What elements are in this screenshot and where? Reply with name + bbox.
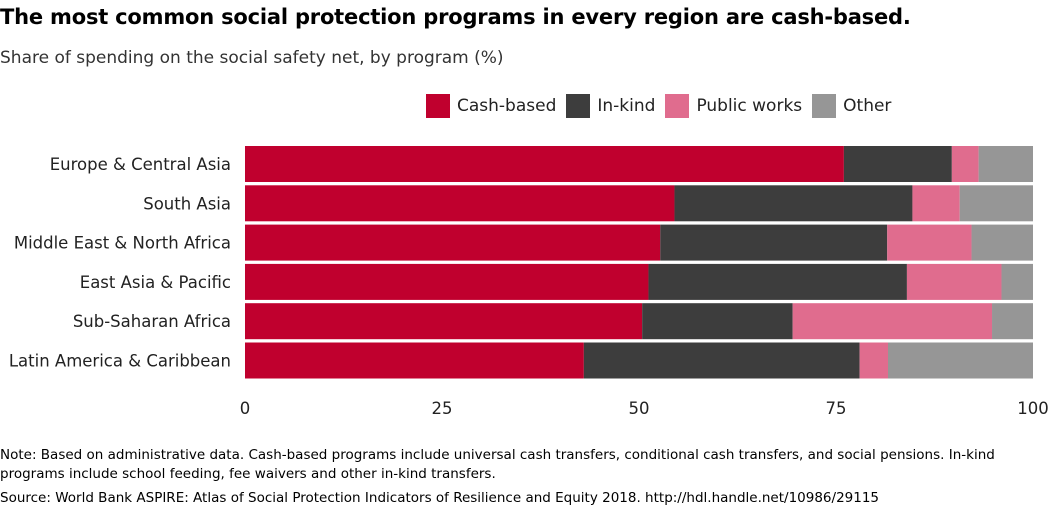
- category-label-south-asia: South Asia: [143, 194, 231, 213]
- legend-label-in-kind: In-kind: [597, 96, 656, 116]
- legend-swatch-other: [812, 94, 837, 118]
- x-tick-label-75: 75: [826, 399, 847, 418]
- bar-segment-sub-saharan-africa-cash-based: [245, 303, 643, 340]
- bar-segment-south-asia-other: [959, 185, 1033, 222]
- x-tick-label-100: 100: [1017, 399, 1049, 418]
- bar-segment-sub-saharan-africa-in-kind: [642, 303, 793, 340]
- bar-segment-east-asia-and-pacific-public-works: [906, 263, 1002, 300]
- bar-segment-east-asia-and-pacific-cash-based: [245, 263, 649, 300]
- legend-swatch-public-works: [665, 94, 690, 118]
- bar-segment-south-asia-public-works: [912, 185, 960, 222]
- legend-swatch-cash-based: [426, 94, 450, 118]
- bar-segment-europe-and-central-asia-public-works: [951, 146, 979, 182]
- bar-segment-latin-america-and-caribbean-public-works: [859, 342, 889, 379]
- category-label-europe-and-central-asia: Europe & Central Asia: [50, 155, 231, 174]
- bar-segment-middle-east-and-north-africa-cash-based: [245, 224, 661, 261]
- legend-swatch-in-kind: [566, 94, 591, 118]
- legend-item-in-kind: In-kind: [566, 94, 655, 118]
- bar-segment-south-asia-in-kind: [674, 185, 913, 222]
- x-tick-label-0: 0: [240, 399, 251, 418]
- legend-label-other: Other: [843, 96, 892, 116]
- bar-segment-europe-and-central-asia-in-kind: [843, 146, 952, 182]
- chart-note: Note: Based on administrative data. Cash…: [0, 447, 995, 482]
- category-label-east-asia-and-pacific: East Asia & Pacific: [80, 273, 231, 292]
- chart-subtitle: Share of spending on the social safety n…: [0, 48, 504, 68]
- bar-segment-middle-east-and-north-africa-other: [971, 224, 1033, 261]
- category-label-middle-east-and-north-africa: Middle East & North Africa: [14, 234, 231, 253]
- bar-segment-middle-east-and-north-africa-public-works: [887, 224, 972, 261]
- x-tick-label-50: 50: [629, 399, 650, 418]
- bar-segment-latin-america-and-caribbean-cash-based: [245, 342, 584, 379]
- bar-segment-sub-saharan-africa-public-works: [792, 303, 993, 340]
- bar-segment-sub-saharan-africa-other: [992, 303, 1033, 340]
- bar-segment-latin-america-and-caribbean-in-kind: [583, 342, 860, 379]
- legend: Cash-based In-kind Public works Other: [426, 94, 901, 118]
- x-tick-label-25: 25: [432, 399, 453, 418]
- bar-segment-east-asia-and-pacific-other: [1001, 263, 1033, 300]
- legend-label-cash-based: Cash-based: [457, 96, 557, 116]
- category-label-sub-saharan-africa: Sub-Saharan Africa: [73, 312, 231, 331]
- legend-item-cash-based: Cash-based: [426, 94, 556, 118]
- bar-segment-middle-east-and-north-africa-in-kind: [660, 224, 888, 261]
- bar-segment-europe-and-central-asia-other: [978, 146, 1033, 182]
- legend-item-public-works: Public works: [665, 94, 802, 118]
- legend-item-other: Other: [812, 94, 891, 118]
- chart-title: The most common social protection progra…: [0, 5, 911, 29]
- bar-segment-latin-america-and-caribbean-other: [888, 342, 1033, 379]
- category-label-latin-america-and-caribbean: Latin America & Caribbean: [9, 352, 231, 371]
- bar-segment-europe-and-central-asia-cash-based: [245, 146, 844, 182]
- bar-segment-south-asia-cash-based: [245, 185, 675, 222]
- bar-segment-east-asia-and-pacific-in-kind: [648, 263, 907, 300]
- chart-source: Source: World Bank ASPIRE: Atlas of Soci…: [0, 490, 880, 506]
- legend-label-public-works: Public works: [696, 96, 803, 116]
